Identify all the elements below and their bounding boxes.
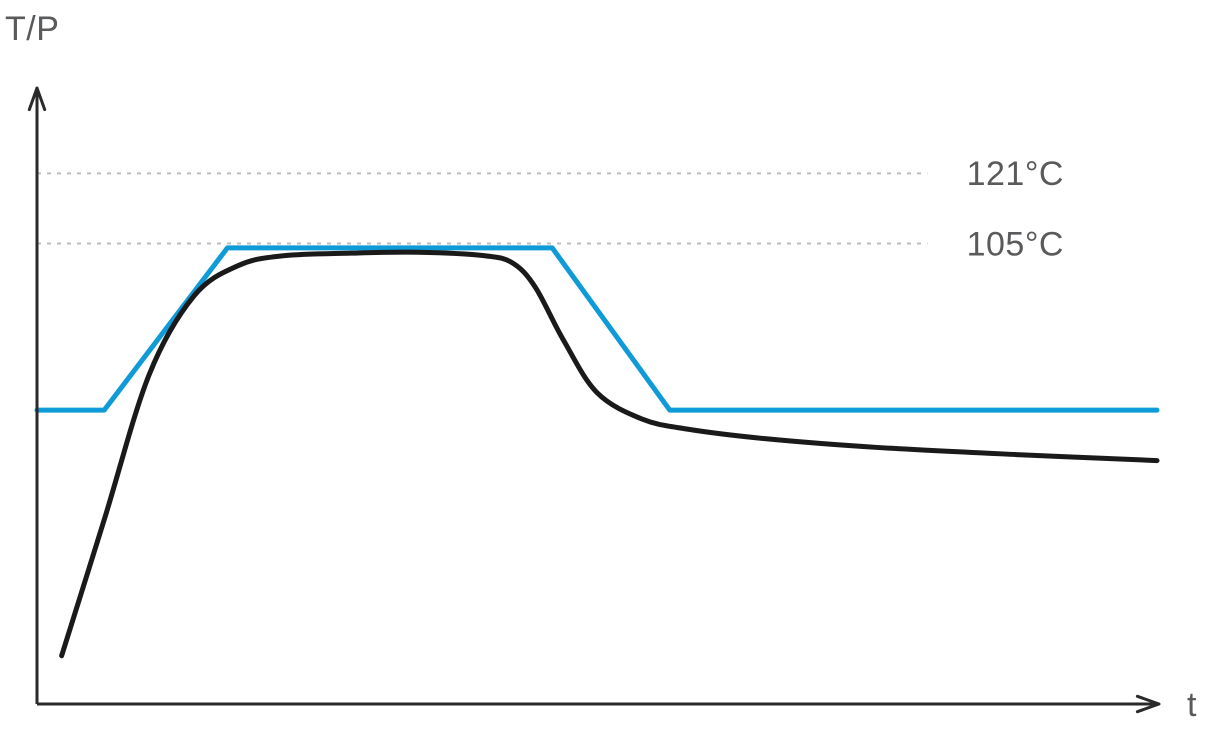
reference-label: 105°C (967, 225, 1064, 263)
reference-label: 121°C (967, 155, 1064, 193)
series-set_curve_blue (37, 248, 1157, 410)
series-actual_curve_black (62, 252, 1157, 656)
chart-container: 121°C 105°C T/P t (0, 0, 1221, 735)
x-axis-label: t (1187, 686, 1197, 724)
chart-svg: 121°C 105°C T/P t (0, 0, 1221, 735)
y-axis-label: T/P (5, 10, 59, 48)
